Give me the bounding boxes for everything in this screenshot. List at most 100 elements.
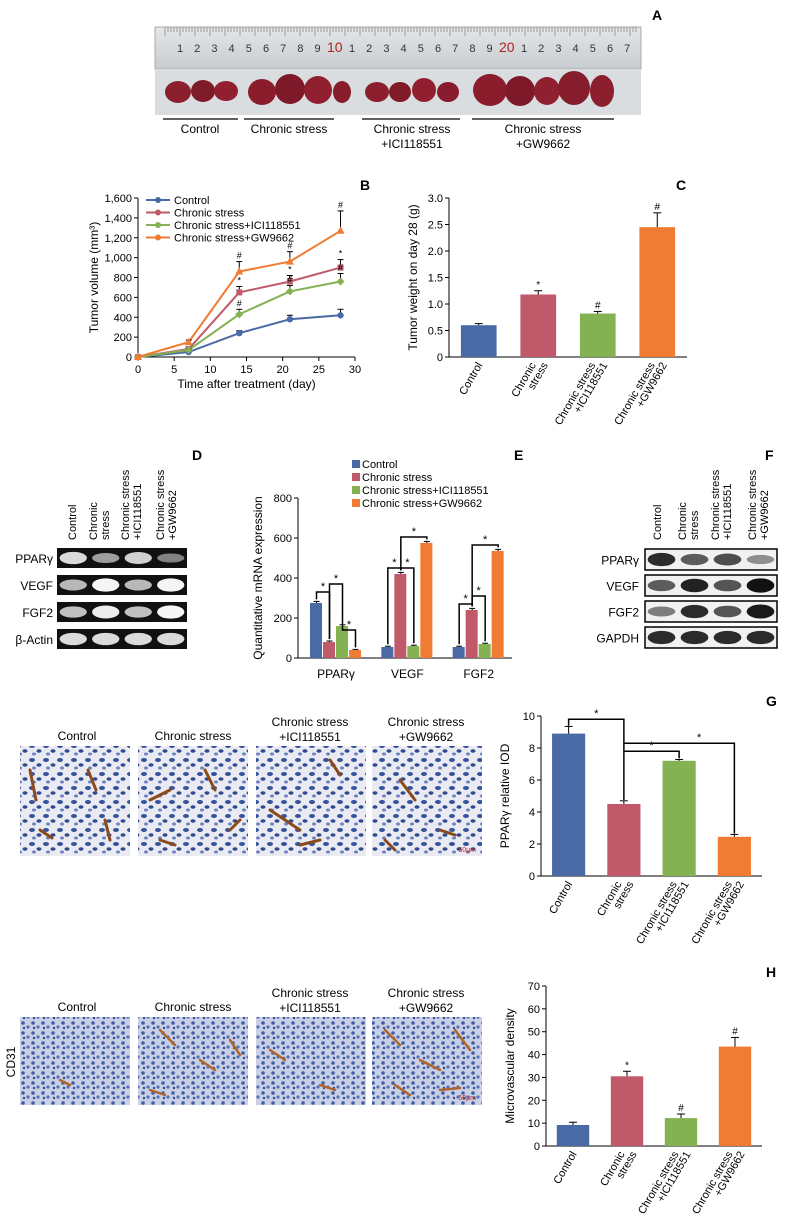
ruler-number: 10 [327,39,343,55]
x-tick-label: 30 [349,364,361,376]
significance-bracket [341,622,357,648]
blot-row-label: FGF2 [22,606,53,620]
cd31-scale-bar-label: 50μm [458,1095,476,1102]
blot-band [647,579,676,592]
ruler-number: 7 [280,43,286,55]
blot-band [157,605,185,619]
ihc-title-gw-2: +GW9662 [399,730,454,744]
blot-band [680,553,709,566]
significance-mark: # [287,274,292,284]
significance-mark: * [483,534,488,546]
bar [336,626,348,658]
significance-mark: * [288,265,292,275]
panel-label-h: H [766,964,776,980]
bar [717,836,751,876]
blot-strip [57,575,187,595]
ruler-ticks: 1 2 3 4 5 6 7 8 9 10 1 2 3 4 5 6 7 8 9 20 1 2 3 4 5 6 7 [164,27,637,55]
y-tick-label: 800 [114,273,132,285]
blot-strip [644,600,778,623]
significance-mark: * [238,275,242,285]
y-tick-label: 200 [274,613,292,625]
ruler-number: 3 [383,43,389,55]
ruler-number: 1 [349,43,355,55]
brown-staining [28,758,457,852]
legend-label: Chronic stress+GW9662 [174,233,294,245]
bar [607,804,641,876]
ruler-number: 6 [263,43,269,55]
lane-label-gw-2: +GW9662 [167,490,179,540]
bar [610,1076,644,1146]
legend-label: Chronic stress [362,472,433,484]
tumor [590,75,614,107]
blot-row-label: GAPDH [596,632,639,646]
blot-strip [57,602,187,622]
tumor [473,74,507,106]
cd31-title-gw-2: +GW9662 [399,1001,454,1015]
data-point [236,329,243,337]
y-tick-label: 30 [528,1072,540,1084]
lane-label-gw-1: Chronic stress [155,469,167,540]
y-tick-label: 400 [114,312,132,324]
legend-marker [155,234,161,241]
bar [662,760,696,876]
tumor [505,76,535,106]
tumor [365,82,389,102]
tumors-gw [473,71,614,107]
data-point [235,267,244,275]
x-tick-label: 25 [313,364,325,376]
bar [478,644,491,658]
tumor [558,71,590,105]
bar [460,325,497,357]
y-tick-label: 10 [523,711,535,723]
tumor [214,81,238,101]
data-point [286,278,293,285]
y-tick-label: 0 [529,871,535,883]
cd31-title-ici-2: +ICI118551 [279,1001,341,1015]
tumors-control [165,80,238,103]
ihc-title-gw-1: Chronic stress [388,715,465,729]
panel-label-f: F [765,447,774,463]
bar [718,1046,752,1146]
blot-band [157,578,185,592]
ruler-number: 7 [452,43,458,55]
significance-bracket [623,750,680,759]
blot-band [680,630,709,645]
blot-strip [57,548,187,568]
blot-band [92,632,120,646]
significance-mark: * [477,585,482,597]
tumor [333,81,351,103]
significance-mark: * [339,249,343,259]
blot-row-label: PPARγ [601,554,639,568]
data-point [235,310,244,319]
ihc-title-control: Control [58,729,97,743]
tumors-ici [365,78,459,102]
bar [556,1124,590,1146]
bar [349,650,361,658]
y-axis-label: Tumor volume (mm³) [87,222,101,334]
legend-label: Control [362,459,397,471]
legend-label: Chronic stress+ICI118551 [174,220,301,232]
bar [520,294,557,357]
panel-f: F Control Chronic stress Chronic stress … [596,447,778,649]
group-label-control: Control [181,122,220,136]
panel-label-c: C [676,177,686,193]
cd31-title-ici-1: Chronic stress [272,986,349,1000]
blot-band [59,632,87,646]
lane-label-ici-2: +ICI118551 [132,484,144,540]
tumor [534,77,560,105]
blot-row-label: VEGF [606,580,639,594]
chart-mvd: 0 10 20 30 40 50 60 70 Microvascular density Cont… [503,981,762,1216]
ihc-cd31-row: Control Chronic stress Chronic stress +I… [4,986,482,1105]
bar [579,313,616,357]
group-label-gw-2: +GW9662 [516,137,571,151]
blot-band [713,605,742,618]
blot-strip [644,626,778,649]
y-tick-label: 50 [528,1027,540,1039]
wb-lane-label-gw-2: +GW9662 [759,490,771,540]
ihc-image-control [20,746,130,856]
blot-band [59,579,87,591]
y-axis-label: Quantitative mRNA expression [251,496,265,659]
tumor [248,79,276,105]
